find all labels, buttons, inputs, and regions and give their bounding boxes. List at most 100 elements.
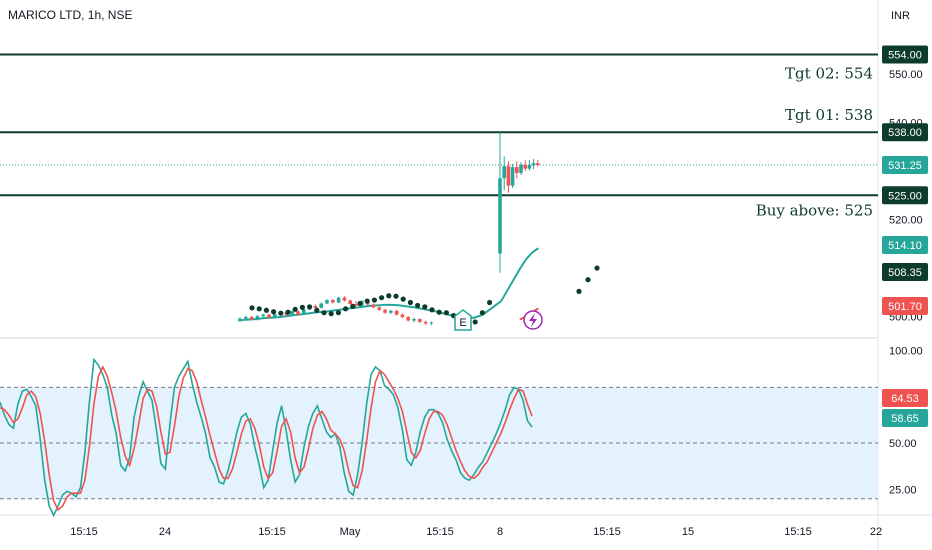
psar-dot [256, 306, 262, 312]
time-tick: 8 [497, 526, 503, 538]
stoch-k-badge-text: 58.65 [891, 413, 919, 425]
level-badge-text: 525.00 [888, 190, 922, 202]
level-badge [882, 186, 928, 205]
candle-body [319, 303, 323, 308]
psar-dot [292, 306, 298, 312]
time-tick: 22 [870, 526, 882, 538]
candle-body [527, 165, 532, 169]
psar-dot [299, 304, 305, 310]
candle-body [354, 303, 358, 306]
psar-dot [249, 305, 255, 311]
psar-dot [263, 307, 269, 313]
level-annotation: Buy above: 525 [756, 201, 873, 219]
stoch-k-badge [882, 409, 928, 427]
candle-body [536, 163, 540, 165]
psar-dot [321, 310, 327, 316]
candle-body [261, 314, 265, 317]
ema-line [241, 247, 539, 321]
psar-dot [585, 277, 591, 283]
level-badge [882, 45, 928, 64]
candle-body [371, 304, 376, 308]
indicator-badge-text: 508.35 [888, 267, 922, 279]
event-markers: E [454, 309, 543, 331]
axis-labels: 550.00540.00520.00510.00500.00100.0075.0… [70, 69, 922, 538]
candle-body [348, 300, 352, 304]
candle-body [383, 309, 387, 313]
time-tick: 15:15 [70, 526, 98, 538]
last-price-badge-text: 531.25 [888, 160, 922, 172]
candle-body [423, 321, 428, 324]
earnings-marker-label: E [459, 317, 466, 329]
psar-dot [386, 293, 392, 299]
psar-dot [371, 297, 377, 303]
psar-dot [357, 300, 363, 307]
candle-body [510, 167, 515, 186]
candle-body [331, 300, 335, 303]
time-tick: May [340, 526, 361, 538]
psar-dot [364, 298, 370, 304]
psar-dot [576, 288, 582, 294]
candle-body [336, 297, 341, 303]
psar-dot [487, 299, 493, 306]
candle-body [255, 316, 260, 320]
earnings-marker [454, 309, 472, 331]
psar-dot [422, 304, 428, 310]
psar-dot [278, 310, 284, 316]
candle-body [502, 166, 506, 179]
time-tick: 15:15 [426, 526, 454, 538]
time-tick: 15:15 [593, 526, 621, 538]
parabolic-sar [249, 265, 600, 325]
candle-body [290, 311, 294, 316]
stoch-d-line [0, 365, 533, 512]
indicator-badge [882, 263, 928, 281]
psar-dot [285, 309, 291, 315]
indicator-badge [882, 297, 928, 315]
candle-body [400, 314, 405, 318]
candle-body [273, 314, 277, 318]
candle-body [531, 163, 536, 166]
psar-dot [436, 309, 442, 315]
psar-dot [415, 302, 421, 309]
candle-body [412, 319, 416, 321]
lightning-glyph [529, 313, 537, 327]
psar-dot [407, 299, 413, 306]
last-price-badge [882, 155, 928, 174]
psar-dot [443, 310, 449, 316]
indicator-badge-text: 501.70 [888, 301, 922, 313]
psar-dot [343, 306, 349, 312]
psar-dot [271, 309, 277, 315]
level-annotations: Tgt 02: 554 Tgt 01: 538 Buy above: 525 [756, 65, 873, 220]
price-badges: 554.00 538.00 525.00 531.25 514.10 508.35 501.… [882, 45, 928, 427]
price-tick: 550.00 [889, 69, 923, 81]
psar-dot [350, 303, 356, 309]
level-annotation: Tgt 01: 538 [785, 106, 873, 124]
level-badge-text: 554.00 [888, 50, 922, 62]
candle-body [406, 317, 410, 321]
candle-body [342, 297, 347, 301]
indicator-badge-text: 514.10 [888, 240, 922, 252]
candle-body [313, 305, 318, 308]
time-tick: 15 [682, 526, 694, 538]
stoch-tick: 50.00 [889, 438, 917, 450]
stoch-tick: 25.00 [889, 484, 917, 496]
psar-dot [400, 296, 406, 302]
currency-label[interactable]: INR [891, 10, 910, 22]
candle-body [418, 319, 422, 322]
candle-body [296, 311, 300, 315]
candle-body [377, 307, 381, 310]
candle-body [325, 300, 329, 304]
candle-body [519, 164, 523, 173]
level-badge-text: 538.00 [888, 127, 922, 139]
stoch-d-badge [882, 389, 928, 407]
candle-body [394, 310, 399, 315]
candle-body [498, 178, 502, 254]
ema-lines [241, 247, 539, 321]
indicator-badge [882, 236, 928, 254]
psar-dot [335, 310, 341, 316]
time-tick: 24 [159, 526, 171, 538]
price-tick: 520.00 [889, 215, 923, 227]
level-annotation: Tgt 02: 554 [785, 65, 873, 83]
symbol-title: MARICO LTD, 1h, NSE [8, 8, 133, 22]
candle-body [244, 317, 248, 319]
